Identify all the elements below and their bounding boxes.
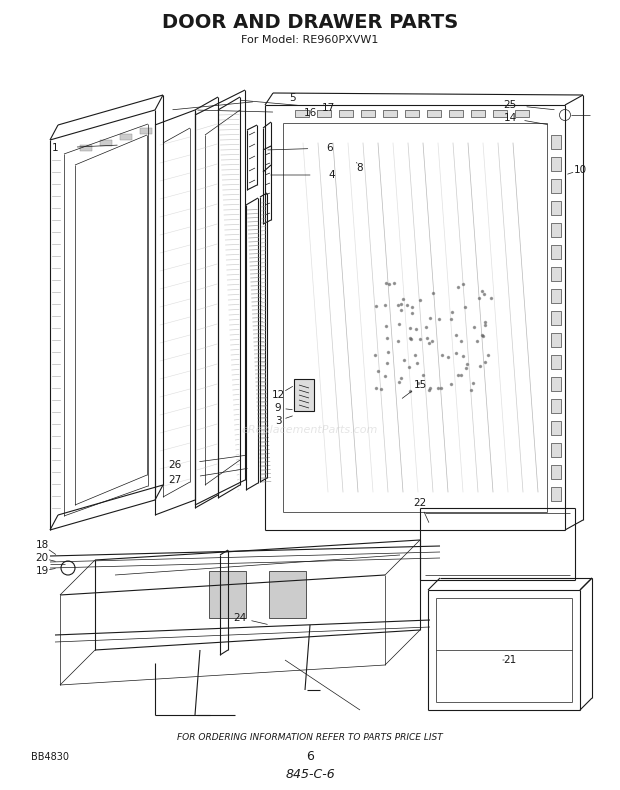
Bar — [339, 110, 353, 117]
Text: 3: 3 — [275, 416, 281, 426]
Text: 22: 22 — [414, 498, 427, 508]
Bar — [361, 110, 375, 117]
Bar — [551, 267, 561, 281]
Text: FOR ORDERING INFORMATION REFER TO PARTS PRICE LIST: FOR ORDERING INFORMATION REFER TO PARTS … — [177, 732, 443, 742]
Bar — [551, 223, 561, 237]
Text: 8: 8 — [356, 163, 363, 173]
Bar — [317, 110, 331, 117]
Bar — [120, 134, 132, 140]
Text: 18: 18 — [35, 540, 48, 550]
Bar — [551, 355, 561, 369]
Text: For Model: RE960PXVW1: For Model: RE960PXVW1 — [241, 35, 379, 45]
Text: eReplacementParts.com: eReplacementParts.com — [242, 425, 378, 435]
Text: 9: 9 — [275, 403, 281, 413]
Bar — [551, 245, 561, 259]
Bar — [551, 157, 561, 171]
Bar — [551, 465, 561, 479]
Bar — [427, 110, 441, 117]
FancyBboxPatch shape — [209, 571, 246, 618]
Bar — [551, 333, 561, 347]
Bar — [493, 110, 507, 117]
Bar — [295, 110, 309, 117]
Bar — [551, 487, 561, 501]
Bar — [80, 145, 92, 152]
Bar — [449, 110, 463, 117]
Bar — [515, 110, 529, 117]
Text: 16: 16 — [303, 108, 317, 118]
Bar — [551, 135, 561, 149]
Text: 6: 6 — [327, 143, 334, 153]
Text: 25: 25 — [503, 100, 516, 110]
Bar — [551, 443, 561, 457]
Bar — [551, 201, 561, 215]
Text: 19: 19 — [35, 566, 48, 576]
Text: 12: 12 — [272, 390, 285, 400]
Text: 5: 5 — [289, 93, 295, 103]
Text: 26: 26 — [169, 460, 182, 470]
Text: 845-C-6: 845-C-6 — [285, 769, 335, 781]
Bar — [471, 110, 485, 117]
Bar — [140, 128, 152, 134]
Text: 14: 14 — [503, 113, 516, 123]
Bar — [551, 377, 561, 391]
Text: 10: 10 — [574, 165, 587, 175]
Text: 15: 15 — [414, 380, 427, 390]
Text: 24: 24 — [233, 613, 247, 623]
Bar — [551, 179, 561, 193]
Text: 4: 4 — [329, 170, 335, 180]
Bar — [383, 110, 397, 117]
Text: 21: 21 — [503, 655, 516, 665]
Text: 20: 20 — [35, 553, 48, 563]
Text: BB4830: BB4830 — [31, 752, 69, 762]
FancyBboxPatch shape — [294, 379, 314, 411]
Bar — [551, 421, 561, 435]
Text: 1: 1 — [51, 143, 58, 153]
Text: DOOR AND DRAWER PARTS: DOOR AND DRAWER PARTS — [162, 13, 458, 32]
Text: 27: 27 — [169, 475, 182, 485]
Text: 17: 17 — [321, 103, 335, 113]
FancyBboxPatch shape — [269, 571, 306, 618]
Text: 6: 6 — [306, 750, 314, 763]
Bar — [405, 110, 419, 117]
Bar — [551, 399, 561, 413]
Bar — [100, 140, 112, 145]
Bar — [551, 311, 561, 325]
Bar — [551, 289, 561, 303]
